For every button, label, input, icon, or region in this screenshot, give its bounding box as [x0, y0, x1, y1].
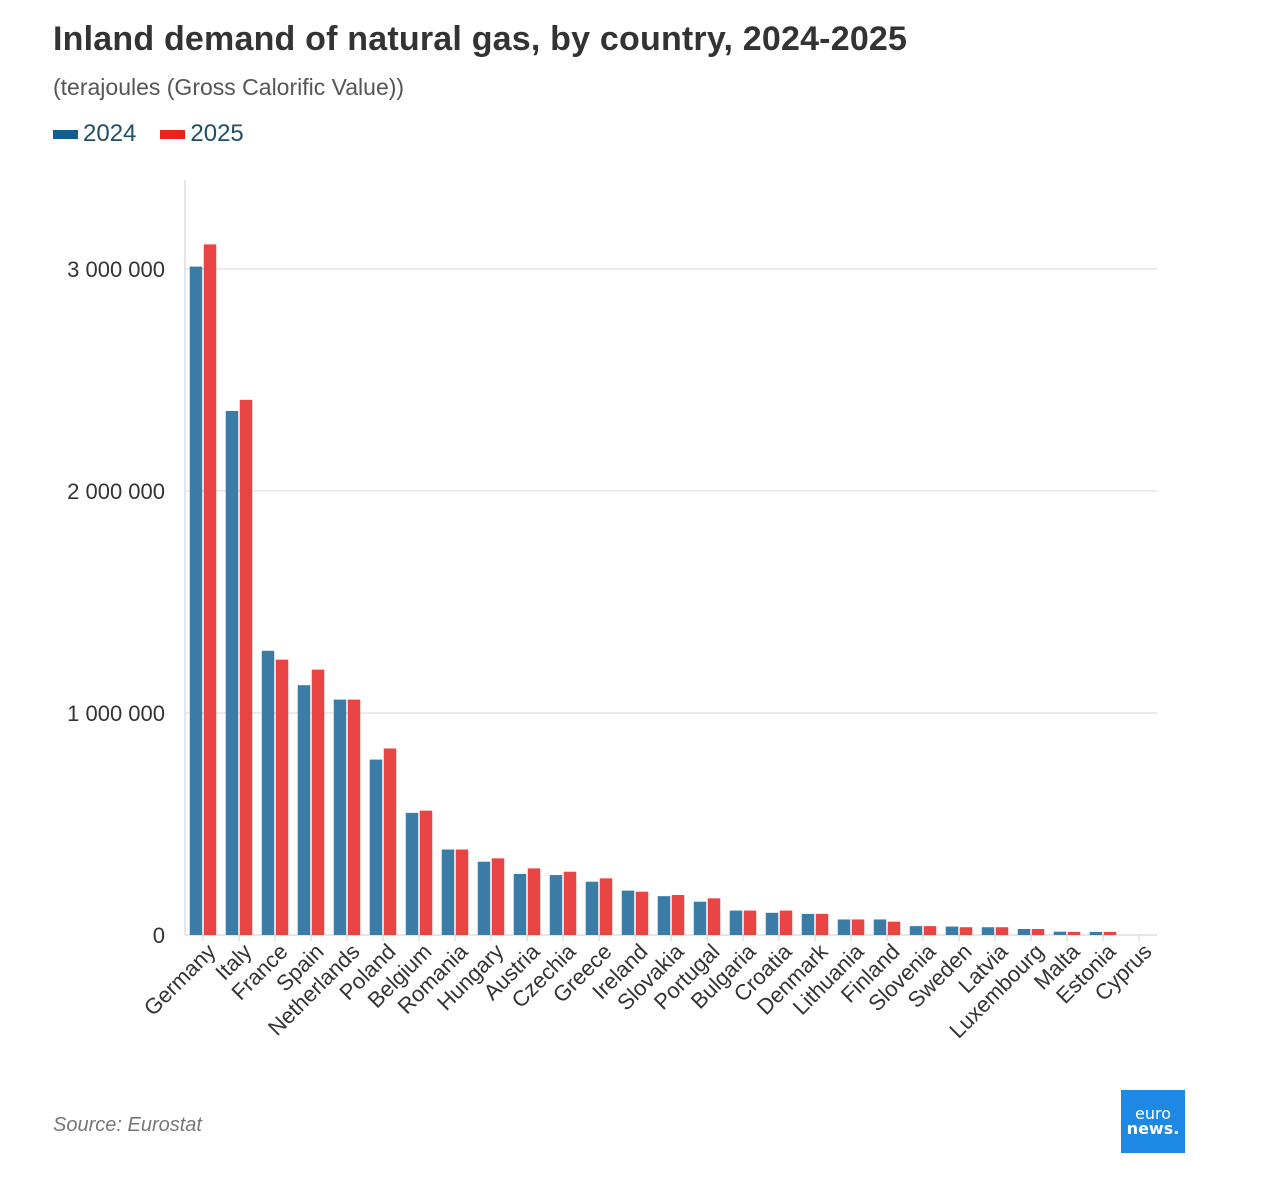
bar-2024-italy: [225, 410, 239, 935]
bar-2024-malta: [1053, 931, 1067, 935]
bar-2025-spain: [311, 669, 325, 935]
bar-2024-sweden: [945, 926, 959, 935]
source-note: Source: Eurostat: [53, 1114, 202, 1136]
bar-2025-luxembourg: [1031, 929, 1045, 935]
bar-2024-estonia: [1089, 931, 1103, 935]
bar-2024-croatia: [765, 912, 779, 935]
legend-label-2025: 2025: [190, 120, 244, 147]
bar-2024-germany: [189, 266, 203, 936]
bar-2024-belgium: [405, 812, 419, 935]
legend-item-2025: 2025: [160, 120, 244, 148]
bar-2024-denmark: [801, 913, 815, 935]
bar-2025-france: [275, 659, 289, 935]
legend-swatch-2025: [160, 129, 186, 139]
bar-2024-finland: [873, 919, 887, 935]
x-tick-label: Germany: [139, 939, 221, 1021]
bar-2025-sweden: [959, 927, 973, 935]
bar-2024-portugal: [693, 901, 707, 935]
bar-2025-latvia: [995, 927, 1009, 935]
bar-2025-greece: [599, 878, 613, 935]
bar-2024-czechia: [549, 875, 563, 935]
logo-text-line2: news.: [1126, 1118, 1180, 1138]
bar-2025-germany: [203, 244, 217, 935]
bar-2024-greece: [585, 881, 599, 935]
bar-2024-austria: [513, 873, 527, 935]
bar-2025-poland: [383, 748, 397, 935]
bar-2024-spain: [297, 685, 311, 935]
bar-2025-romania: [455, 849, 469, 935]
bar-2024-france: [261, 650, 275, 935]
bar-2025-bulgaria: [743, 910, 757, 935]
bar-2024-latvia: [981, 927, 995, 935]
chart-title: Inland demand of natural gas, by country…: [53, 20, 908, 58]
bar-2024-slovenia: [909, 926, 923, 935]
bar-2024-poland: [369, 759, 383, 935]
bar-2024-bulgaria: [729, 910, 743, 935]
bar-2024-hungary: [477, 861, 491, 935]
bar-2024-luxembourg: [1017, 929, 1031, 935]
chart-subtitle: (terajoules (Gross Calorific Value)): [53, 74, 405, 100]
legend: 2024 2025: [53, 120, 244, 148]
bar-2025-austria: [527, 868, 541, 935]
bar-2025-italy: [239, 399, 253, 935]
bar-2025-estonia: [1103, 931, 1117, 935]
bar-2025-lithuania: [851, 919, 865, 935]
legend-label-2024: 2024: [83, 120, 137, 147]
bar-2024-slovakia: [657, 896, 671, 935]
legend-item-2024: 2024: [53, 120, 136, 148]
euronews-logo: euro news.: [1121, 1090, 1185, 1153]
bar-2024-lithuania: [837, 919, 851, 935]
bar-2025-hungary: [491, 858, 505, 935]
bar-2025-czechia: [563, 871, 577, 935]
bar-2025-finland: [887, 921, 901, 935]
bar-2025-slovakia: [671, 895, 685, 935]
bar-2025-denmark: [815, 913, 829, 935]
y-tick-label: 2 000 000: [67, 479, 165, 504]
y-tick-label: 1 000 000: [67, 701, 165, 726]
logo-text-line1: euro: [1135, 1104, 1171, 1124]
bar-2025-portugal: [707, 898, 721, 935]
bar-2025-netherlands: [347, 699, 361, 935]
bar-2025-slovenia: [923, 926, 937, 935]
bar-2025-croatia: [779, 910, 793, 935]
bar-2025-belgium: [419, 810, 433, 935]
legend-swatch-2024: [53, 129, 78, 139]
bar-2025-malta: [1067, 931, 1081, 935]
y-tick-label: 0: [153, 923, 165, 948]
bar-2025-ireland: [635, 891, 649, 935]
bar-2024-ireland: [621, 890, 635, 935]
bar-2024-romania: [441, 849, 455, 935]
y-tick-label: 3 000 000: [67, 257, 165, 282]
bar-2024-netherlands: [333, 699, 347, 935]
